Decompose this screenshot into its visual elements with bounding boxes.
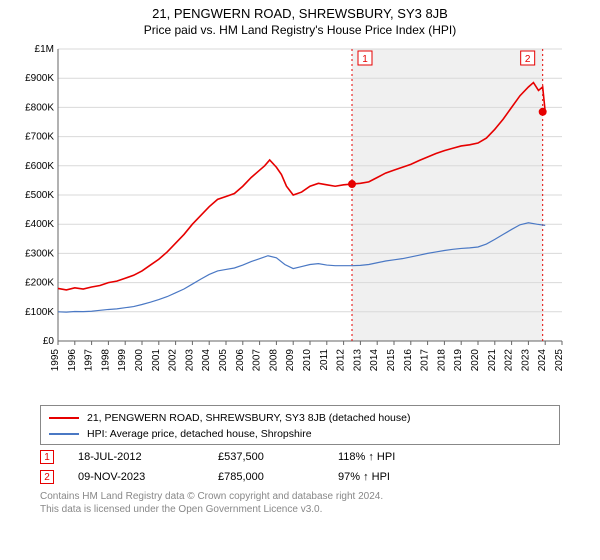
svg-text:£400K: £400K <box>25 219 54 230</box>
svg-text:2018: 2018 <box>436 349 447 372</box>
legend-row-hpi: HPI: Average price, detached house, Shro… <box>49 426 551 442</box>
sale-2-date: 09-NOV-2023 <box>78 471 218 483</box>
page-subtitle: Price paid vs. HM Land Registry's House … <box>0 21 600 41</box>
svg-text:2012: 2012 <box>336 349 347 372</box>
sale-2-hpi: 97% ↑ HPI <box>338 471 560 483</box>
svg-text:£800K: £800K <box>25 102 54 113</box>
svg-text:2009: 2009 <box>285 349 296 372</box>
page-title: 21, PENGWERN ROAD, SHREWSBURY, SY3 8JB <box>0 0 600 21</box>
sales-table: 1 18-JUL-2012 £537,500 118% ↑ HPI 2 09-N… <box>40 447 560 487</box>
svg-text:£900K: £900K <box>25 73 54 84</box>
svg-text:2016: 2016 <box>403 349 414 372</box>
svg-text:2019: 2019 <box>453 349 464 372</box>
footnote: Contains HM Land Registry data © Crown c… <box>40 491 560 516</box>
svg-text:£500K: £500K <box>25 190 54 201</box>
svg-text:2002: 2002 <box>168 349 179 372</box>
svg-text:£700K: £700K <box>25 132 54 143</box>
svg-text:£0: £0 <box>43 336 55 347</box>
svg-text:2014: 2014 <box>369 349 380 372</box>
sale-row-2: 2 09-NOV-2023 £785,000 97% ↑ HPI <box>40 467 560 487</box>
svg-text:1: 1 <box>362 54 368 65</box>
sale-2-price: £785,000 <box>218 471 338 483</box>
svg-text:2: 2 <box>525 54 531 65</box>
sale-1-hpi: 118% ↑ HPI <box>338 451 560 463</box>
svg-text:1995: 1995 <box>50 349 61 372</box>
svg-text:1998: 1998 <box>100 349 111 372</box>
svg-text:2000: 2000 <box>134 349 145 372</box>
sale-row-1: 1 18-JUL-2012 £537,500 118% ↑ HPI <box>40 447 560 467</box>
svg-text:1997: 1997 <box>84 349 95 372</box>
svg-text:£200K: £200K <box>25 278 54 289</box>
price-chart: £0 £100K £200K £300K £400K £500K £600K £700K £80… <box>10 41 570 401</box>
legend-label-hpi: HPI: Average price, detached house, Shro… <box>87 428 312 440</box>
svg-text:1999: 1999 <box>117 349 128 372</box>
footnote-line-1: Contains HM Land Registry data © Crown c… <box>40 491 560 504</box>
footnote-line-2: This data is licensed under the Open Gov… <box>40 504 560 517</box>
svg-text:2013: 2013 <box>352 349 363 372</box>
legend-label-property: 21, PENGWERN ROAD, SHREWSBURY, SY3 8JB (… <box>87 412 411 424</box>
svg-text:2010: 2010 <box>302 349 313 372</box>
svg-text:2005: 2005 <box>218 349 229 372</box>
svg-text:2007: 2007 <box>252 349 263 372</box>
legend-swatch-hpi <box>49 433 79 435</box>
sale-marker-1-icon: 1 <box>40 450 54 464</box>
svg-text:2024: 2024 <box>537 349 548 372</box>
svg-text:£1M: £1M <box>35 44 54 55</box>
svg-text:2022: 2022 <box>504 349 515 372</box>
svg-text:2020: 2020 <box>470 349 481 372</box>
svg-text:2017: 2017 <box>420 349 431 372</box>
svg-text:2025: 2025 <box>554 349 565 372</box>
svg-text:2023: 2023 <box>520 349 531 372</box>
svg-text:2003: 2003 <box>184 349 195 372</box>
legend: 21, PENGWERN ROAD, SHREWSBURY, SY3 8JB (… <box>40 405 560 445</box>
svg-text:1996: 1996 <box>67 349 78 372</box>
legend-swatch-property <box>49 417 79 419</box>
svg-text:2021: 2021 <box>487 349 498 372</box>
sale-1-date: 18-JUL-2012 <box>78 451 218 463</box>
svg-text:2006: 2006 <box>235 349 246 372</box>
svg-text:2011: 2011 <box>319 349 330 371</box>
svg-text:2001: 2001 <box>151 349 162 372</box>
svg-text:2015: 2015 <box>386 349 397 372</box>
svg-text:£600K: £600K <box>25 161 54 172</box>
svg-text:£100K: £100K <box>25 307 54 318</box>
svg-text:2008: 2008 <box>268 349 279 372</box>
sale-1-price: £537,500 <box>218 451 338 463</box>
svg-text:£300K: £300K <box>25 248 54 259</box>
legend-row-property: 21, PENGWERN ROAD, SHREWSBURY, SY3 8JB (… <box>49 410 551 426</box>
chart-svg: £0 £100K £200K £300K £400K £500K £600K £700K £80… <box>10 41 570 401</box>
sale-marker-2-icon: 2 <box>40 470 54 484</box>
svg-text:2004: 2004 <box>201 349 212 372</box>
